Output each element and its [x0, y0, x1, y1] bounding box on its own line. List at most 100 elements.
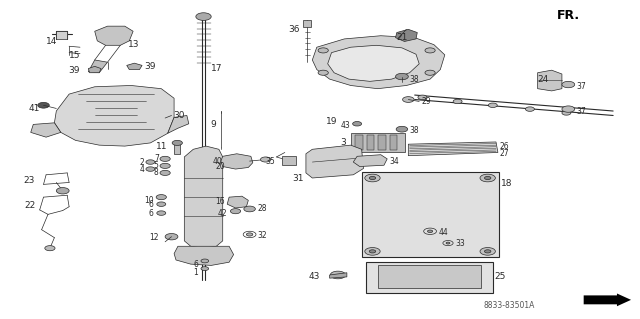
Polygon shape — [127, 63, 142, 70]
Circle shape — [165, 234, 178, 240]
Text: 28: 28 — [257, 204, 267, 213]
Circle shape — [246, 233, 253, 236]
Circle shape — [318, 70, 328, 75]
Text: 5: 5 — [154, 161, 159, 170]
Circle shape — [318, 48, 328, 53]
Polygon shape — [88, 66, 101, 73]
Polygon shape — [31, 123, 61, 137]
Text: 31: 31 — [292, 174, 304, 182]
Circle shape — [525, 107, 534, 111]
Polygon shape — [174, 246, 234, 265]
Bar — [303, 20, 311, 27]
Text: 9: 9 — [210, 120, 216, 129]
Circle shape — [56, 188, 69, 194]
Bar — [351, 133, 405, 152]
Bar — [390, 135, 397, 150]
Polygon shape — [538, 70, 562, 91]
Circle shape — [425, 48, 435, 53]
Text: 14: 14 — [46, 37, 58, 46]
Text: 4: 4 — [139, 165, 144, 174]
Text: 6: 6 — [148, 200, 154, 209]
Bar — [366, 262, 493, 293]
Bar — [355, 135, 363, 150]
Polygon shape — [330, 273, 347, 278]
Polygon shape — [408, 142, 498, 156]
Text: 42: 42 — [218, 209, 227, 218]
Text: 8: 8 — [154, 168, 159, 177]
Bar — [174, 143, 180, 154]
Text: 29: 29 — [421, 97, 431, 106]
Circle shape — [244, 206, 255, 212]
Bar — [56, 31, 67, 39]
Text: 27: 27 — [499, 149, 509, 158]
Circle shape — [160, 163, 170, 168]
Circle shape — [453, 99, 462, 104]
Circle shape — [484, 176, 491, 180]
Circle shape — [562, 81, 575, 88]
Text: 1: 1 — [194, 268, 198, 277]
Circle shape — [403, 97, 414, 102]
Text: 39: 39 — [145, 62, 156, 71]
Text: 16: 16 — [216, 197, 225, 206]
Text: 3: 3 — [340, 138, 346, 147]
Ellipse shape — [383, 191, 477, 237]
Text: 30: 30 — [173, 111, 184, 120]
Circle shape — [38, 102, 49, 108]
Text: 22: 22 — [24, 201, 35, 210]
Text: 38: 38 — [410, 126, 419, 135]
Text: 6: 6 — [148, 209, 154, 218]
Circle shape — [365, 248, 380, 255]
Text: 43: 43 — [308, 272, 320, 281]
Circle shape — [480, 174, 495, 182]
Text: 32: 32 — [257, 231, 267, 240]
Circle shape — [480, 248, 495, 255]
Circle shape — [425, 70, 435, 75]
Circle shape — [157, 211, 166, 215]
Polygon shape — [168, 115, 189, 133]
Circle shape — [365, 174, 380, 182]
Circle shape — [201, 259, 209, 263]
Circle shape — [201, 267, 209, 271]
Text: 12: 12 — [149, 233, 159, 242]
Text: 11: 11 — [156, 142, 168, 151]
Text: 15: 15 — [69, 51, 81, 60]
Text: 8833-83501A: 8833-83501A — [483, 301, 534, 310]
FancyArrow shape — [584, 293, 631, 306]
Text: 40: 40 — [213, 157, 223, 166]
Circle shape — [156, 195, 166, 200]
Bar — [378, 135, 386, 150]
Text: 24: 24 — [538, 75, 549, 84]
Polygon shape — [353, 155, 387, 167]
Text: 25: 25 — [494, 272, 506, 281]
Circle shape — [446, 242, 450, 244]
Text: 39: 39 — [68, 66, 80, 75]
Circle shape — [562, 111, 571, 115]
Circle shape — [230, 209, 241, 214]
Circle shape — [160, 170, 170, 175]
Text: 38: 38 — [410, 75, 419, 84]
Text: 35: 35 — [266, 157, 275, 166]
Text: 26: 26 — [499, 142, 509, 151]
Text: 6: 6 — [193, 260, 198, 269]
Text: 10: 10 — [144, 196, 154, 205]
Circle shape — [488, 103, 497, 108]
Text: 44: 44 — [438, 228, 448, 237]
Text: 43: 43 — [341, 121, 351, 130]
Circle shape — [196, 13, 211, 20]
Polygon shape — [221, 154, 253, 169]
Circle shape — [157, 202, 166, 206]
Circle shape — [260, 157, 271, 162]
Text: 34: 34 — [389, 157, 399, 166]
Polygon shape — [54, 85, 174, 146]
Circle shape — [484, 250, 491, 253]
Circle shape — [45, 246, 55, 251]
Text: 37: 37 — [576, 107, 586, 115]
Text: 18: 18 — [500, 179, 512, 188]
Text: 2: 2 — [140, 158, 144, 167]
Circle shape — [369, 176, 376, 180]
Text: 19: 19 — [326, 117, 338, 126]
Polygon shape — [227, 196, 248, 208]
Polygon shape — [312, 36, 445, 89]
Text: FR.: FR. — [557, 9, 580, 22]
Circle shape — [330, 271, 346, 279]
